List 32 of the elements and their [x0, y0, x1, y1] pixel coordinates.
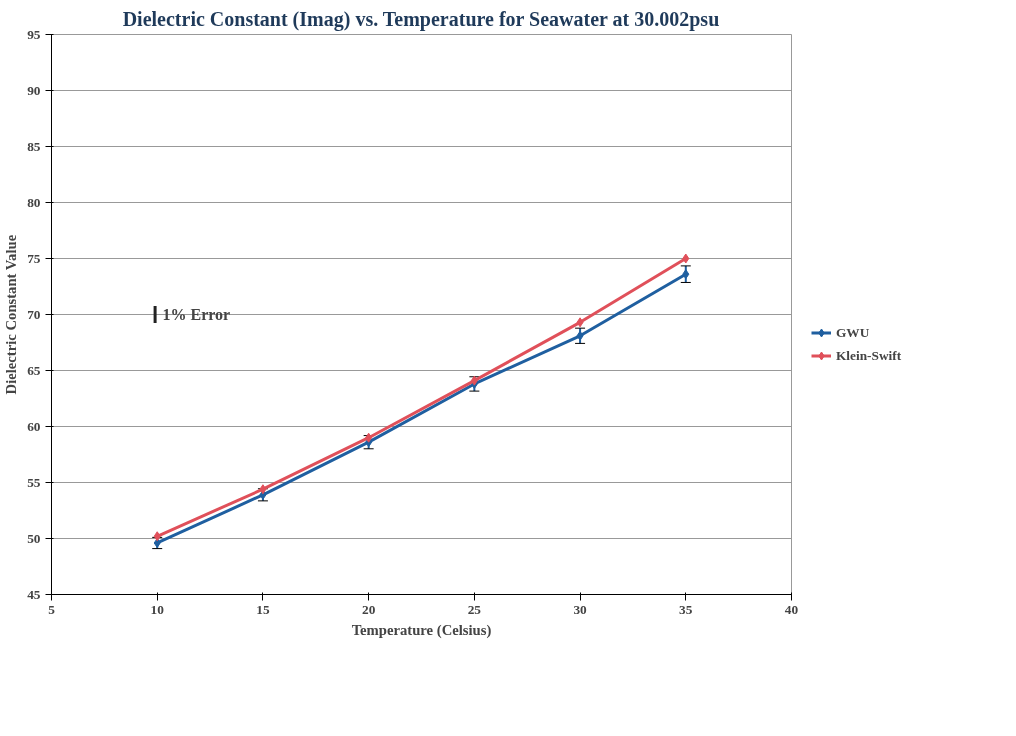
y-tick-label: 55 [27, 474, 41, 490]
annotation: 1% Error [162, 306, 231, 323]
point [576, 317, 584, 328]
chart-title: Dielectric Constant (Imag) vs. Temperature for Seawater at 30.002psu [122, 7, 720, 31]
y-tick-label: 60 [27, 418, 41, 434]
point [259, 484, 267, 495]
legend-label: GWU [836, 324, 870, 341]
y-tick-label: 75 [27, 250, 41, 266]
x-tick-label: 40 [784, 601, 799, 617]
y-tick-label: 90 [27, 82, 41, 98]
y-tick-label: 70 [27, 306, 41, 322]
x-tick-label: 25 [467, 601, 482, 617]
y-tick-label: 85 [27, 138, 41, 154]
x-tick-label: 15 [256, 601, 270, 617]
point [682, 253, 690, 264]
y-axis-title: Dielectric Constant Value [3, 234, 20, 395]
y-tick-label: 95 [27, 26, 41, 42]
legend-label: Klein-Swift [836, 347, 902, 364]
x-tick-label: 30 [573, 601, 588, 617]
x-tick-label: 20 [361, 601, 376, 617]
point [153, 531, 161, 542]
x-axis-title: Temperature (Celsius) [351, 621, 492, 639]
y-tick-label: 80 [27, 194, 41, 210]
x-tick-label: 5 [48, 601, 56, 617]
y-tick-label: 45 [27, 586, 41, 602]
y-tick-label: 65 [27, 362, 41, 378]
x-tick-label: 10 [150, 601, 165, 617]
x-tick-label: 35 [679, 601, 693, 617]
point [576, 330, 584, 341]
point [365, 432, 373, 443]
y-tick-label: 50 [27, 530, 41, 546]
point [682, 269, 690, 280]
